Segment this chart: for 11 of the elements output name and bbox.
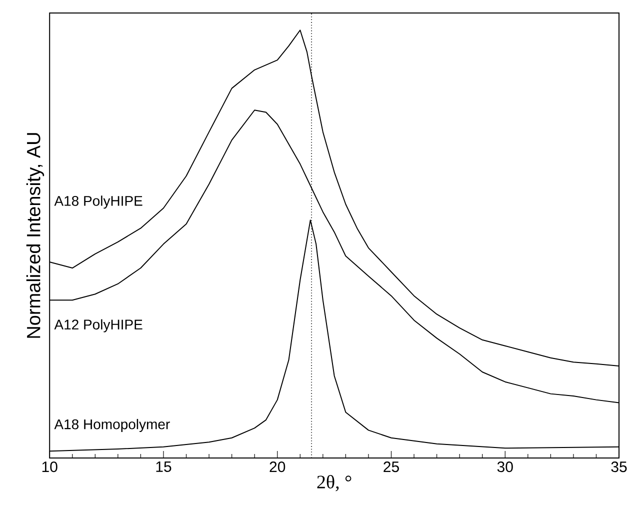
series-label: A18 PolyHIPE [54,196,142,209]
y-axis-title: Normalized Intensity, AU [26,133,44,338]
x-tick-label: 10 [42,462,58,472]
x-tick-label: 15 [156,462,172,472]
x-tick-label: 20 [270,462,286,472]
series-label: A18 Homopolymer [54,418,170,432]
x-tick-label: 35 [611,462,627,472]
x-tick-label: 25 [384,462,399,472]
x-tick-label: 30 [497,462,513,472]
x-axis-title: 2θ, ° [317,474,352,492]
series-label: A12 PolyHIPE [54,319,142,332]
